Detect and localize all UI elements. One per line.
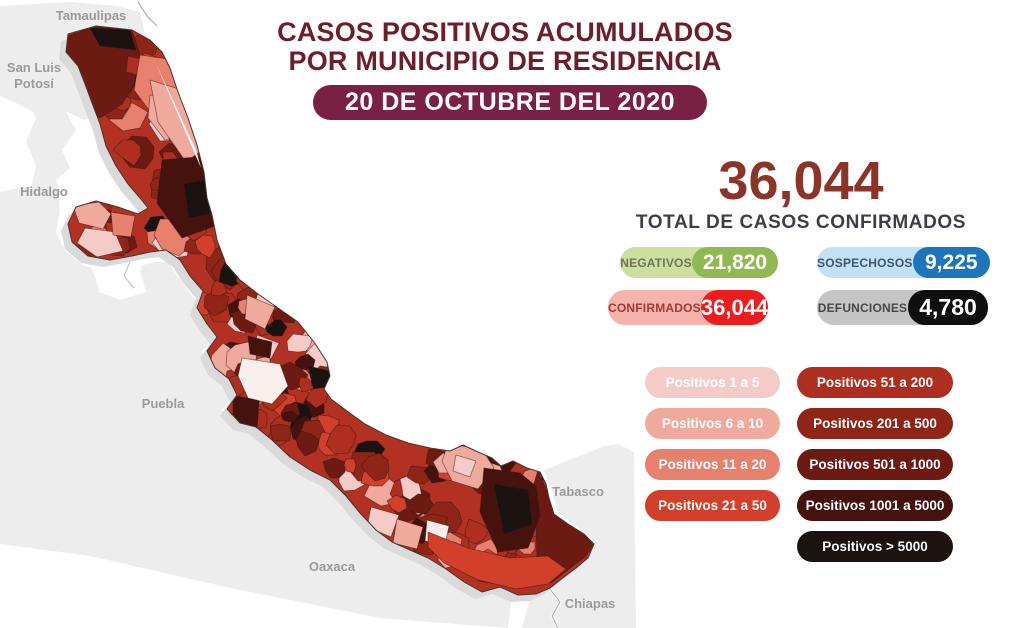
legend-item-501-1000: Positivos 501 a 1000 xyxy=(797,449,953,480)
map-label-chiapas: Chiapas xyxy=(565,596,616,611)
total-confirmed-number: 36,044 xyxy=(718,151,884,211)
page-title: CASOS POSITIVOS ACUMULADOS POR MUNICIPIO… xyxy=(270,18,740,76)
legend-item-51-200: Positivos 51 a 200 xyxy=(797,367,953,398)
negativos-label: NEGATIVOS xyxy=(620,255,692,270)
defunciones-value: 4,780 xyxy=(908,290,988,325)
defunciones-badge: DEFUNCIONES 4,780 xyxy=(817,290,988,325)
map-label-potosí: Potosí xyxy=(14,76,54,91)
page-title-line2: POR MUNICIPIO DE RESIDENCIA xyxy=(288,46,722,76)
map-label-hidalgo: Hidalgo xyxy=(20,184,68,199)
sospechosos-value: 9,225 xyxy=(912,247,990,278)
map-label-oaxaca: Oaxaca xyxy=(309,559,356,574)
confirmados-value: 36,044 xyxy=(700,290,769,325)
legend-item-gt-5000: Positivos > 5000 xyxy=(797,531,953,562)
negativos-badge: NEGATIVOS 21,820 xyxy=(620,247,778,278)
legend-item-6-10: Positivos 6 a 10 xyxy=(645,408,780,439)
sospechosos-label: SOSPECHOSOS xyxy=(817,255,913,270)
legend-item-21-50: Positivos 21 a 50 xyxy=(645,490,780,521)
map-label-tabasco: Tabasco xyxy=(552,484,604,499)
legend-item-201-500: Positivos 201 a 500 xyxy=(797,408,953,439)
confirmados-label: CONFIRMADOS xyxy=(608,300,701,315)
sospechosos-badge: SOSPECHOSOS 9,225 xyxy=(817,247,990,278)
map-label-san-luis: San Luis xyxy=(7,60,61,75)
legend-item-1001-5000: Positivos 1001 a 5000 xyxy=(797,490,953,521)
veracruz-state-shape xyxy=(65,25,595,596)
defunciones-label: DEFUNCIONES xyxy=(817,300,908,315)
map-label-puebla: Puebla xyxy=(142,396,185,411)
legend-item-11-20: Positivos 11 a 20 xyxy=(645,449,780,480)
total-confirmed-label: TOTAL DE CASOS CONFIRMADOS xyxy=(635,212,967,233)
date-banner: 20 DE OCTUBRE DEL 2020 xyxy=(313,85,707,120)
legend-item-1-5: Positivos 1 a 5 xyxy=(645,367,780,398)
map-label-tamaulipas: Tamaulipas xyxy=(56,8,127,23)
negativos-value: 21,820 xyxy=(692,247,778,278)
confirmados-badge: CONFIRMADOS 36,044 xyxy=(608,290,769,325)
page-title-line1: CASOS POSITIVOS ACUMULADOS xyxy=(277,17,733,47)
